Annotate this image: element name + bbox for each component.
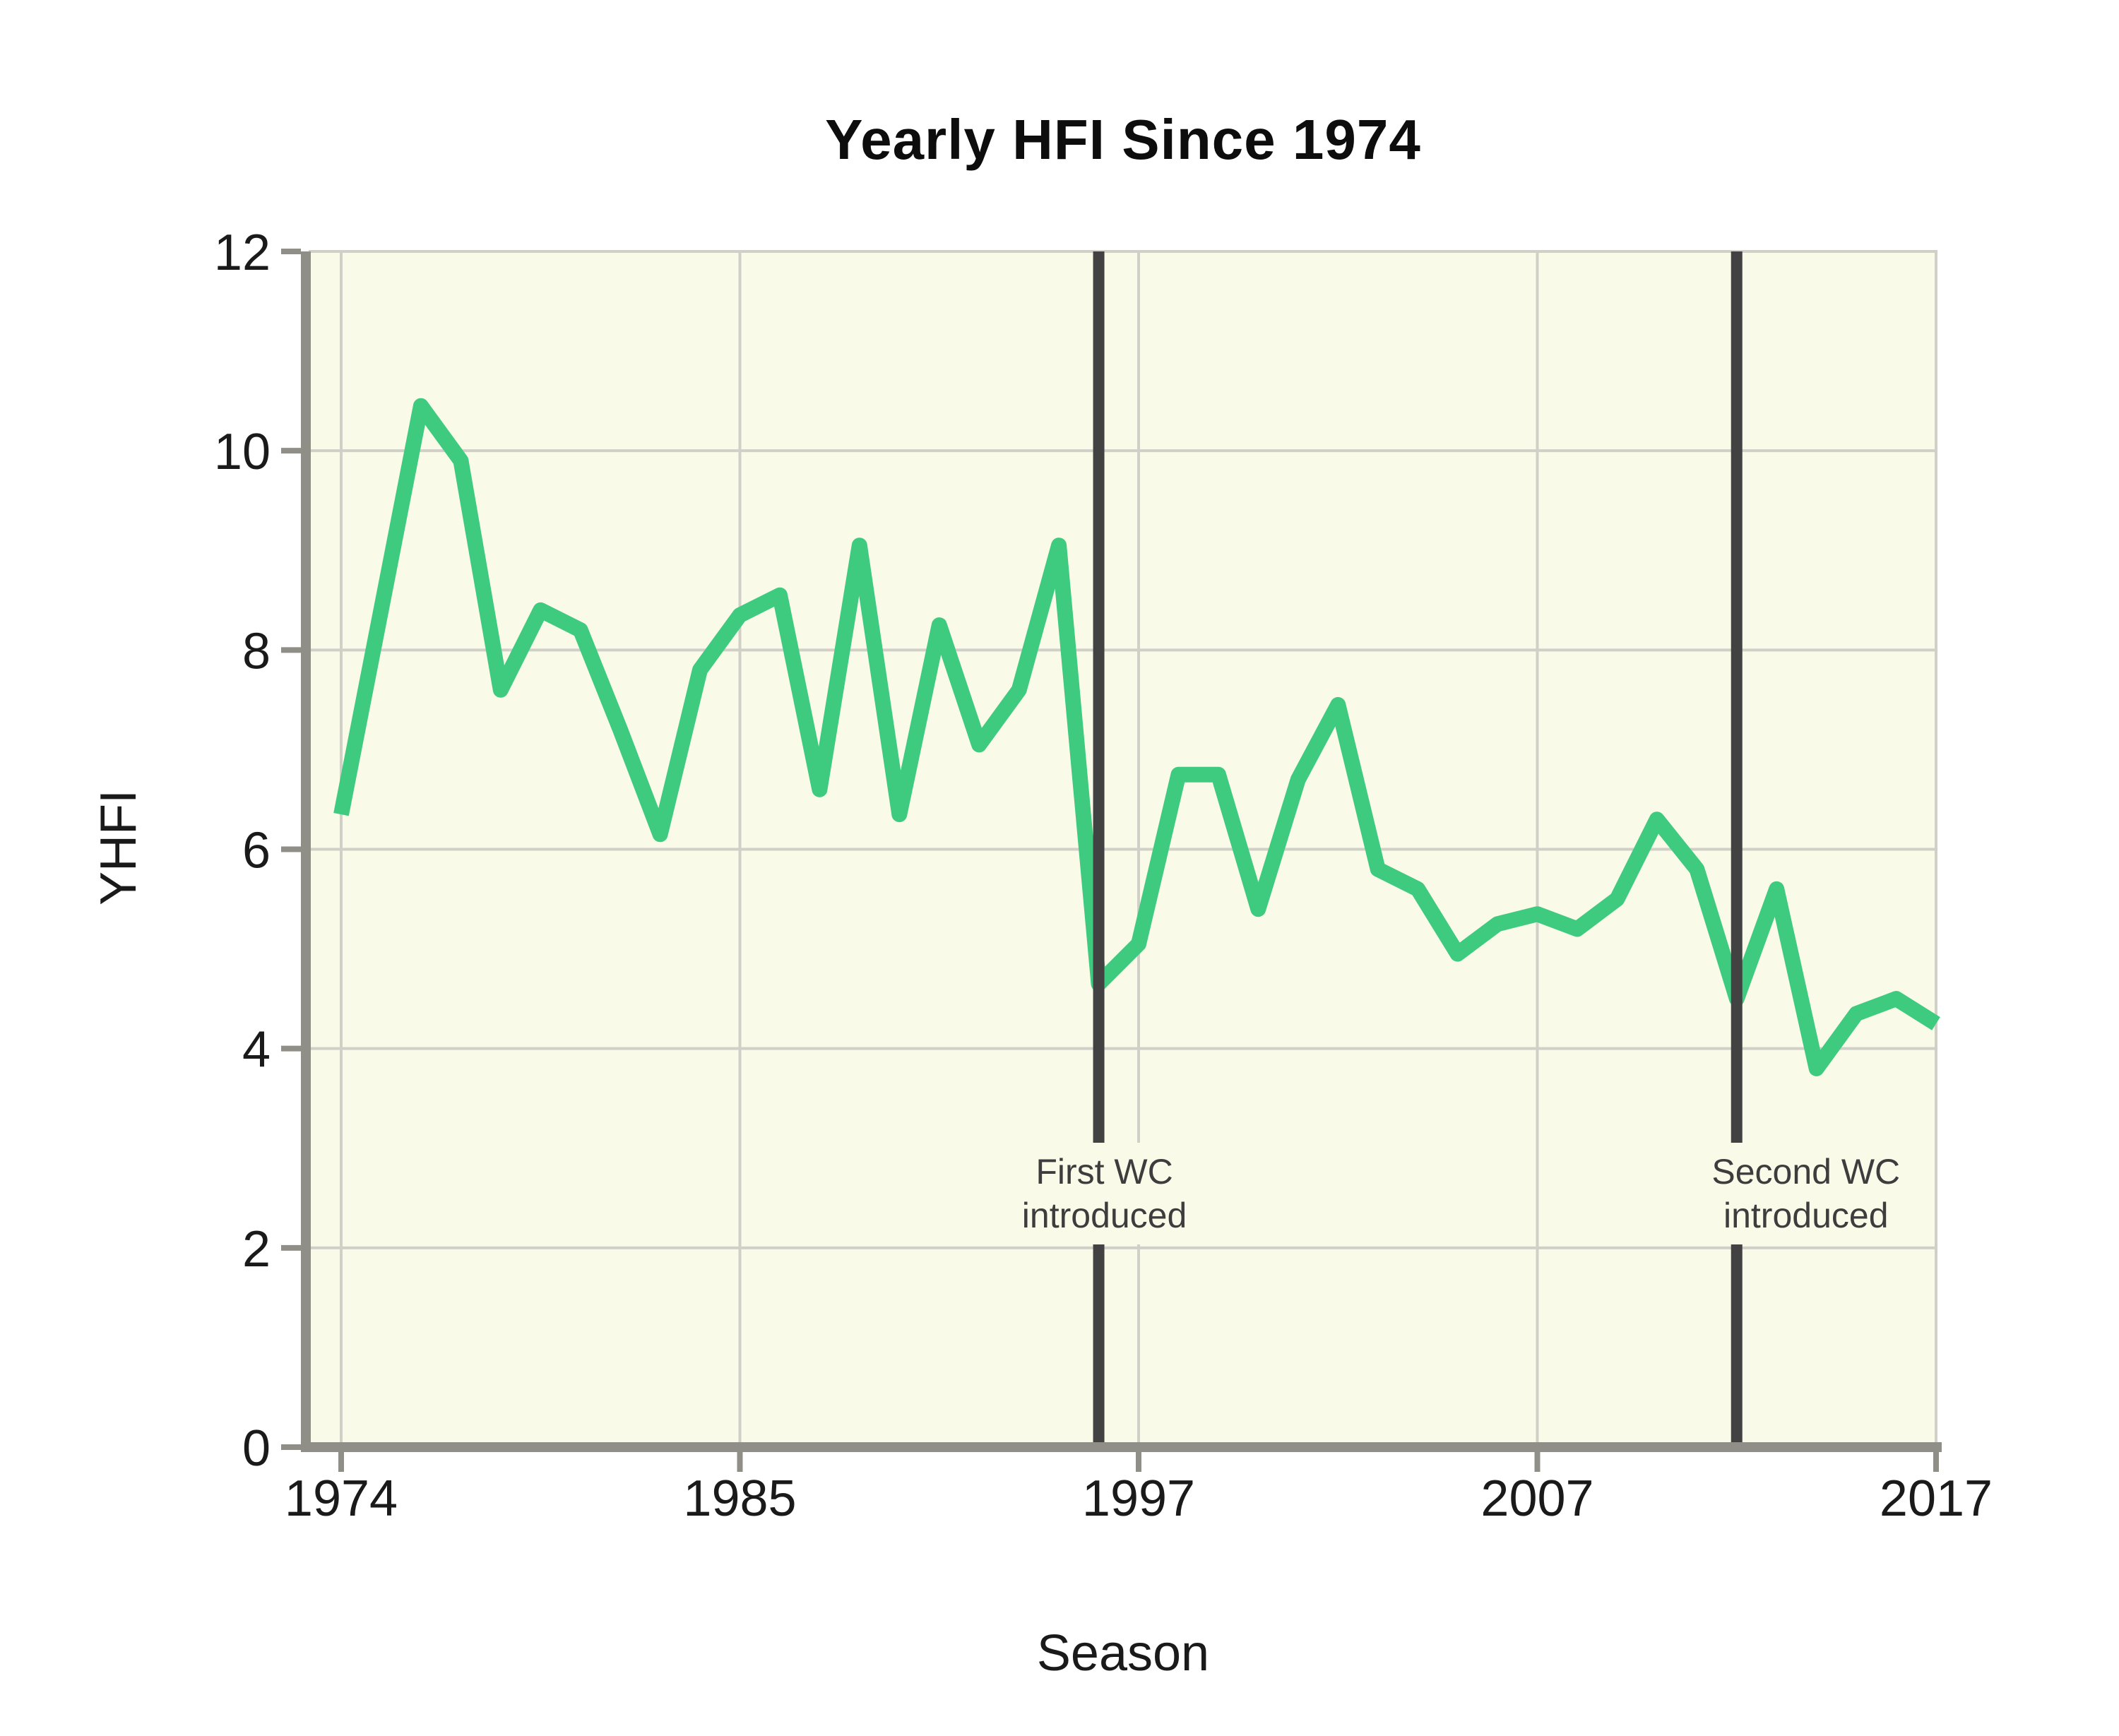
annotation-line: Second WC <box>1711 1152 1901 1191</box>
x-tick-label: 1974 <box>285 1470 398 1527</box>
y-tick-label: 0 <box>242 1420 271 1477</box>
x-tick-label: 1997 <box>1082 1470 1195 1527</box>
y-tick-label: 8 <box>242 623 271 679</box>
annotation-second-wc: Second WC introduced <box>1696 1143 1916 1244</box>
annotation-first-wc: First WC introduced <box>1006 1143 1203 1244</box>
annotation-line: First WC <box>1035 1152 1173 1191</box>
chart-title: Yearly HFI Since 1974 <box>825 108 1421 171</box>
x-tick-label: 2007 <box>1480 1470 1593 1527</box>
x-tick-label: 2017 <box>1880 1470 1993 1527</box>
y-tick-label: 2 <box>242 1221 271 1278</box>
y-tick-label: 10 <box>214 424 271 480</box>
y-axis-title: YHFI <box>90 789 147 906</box>
yhfi-line <box>333 398 1940 1076</box>
y-tick-label: 12 <box>214 225 271 281</box>
x-axis-line <box>301 1442 1942 1452</box>
y-tick-label: 4 <box>242 1022 271 1078</box>
annotation-line: introduced <box>1021 1196 1187 1235</box>
y-tick-label: 6 <box>242 823 271 879</box>
x-tick-label: 1985 <box>683 1470 796 1527</box>
y-axis-line <box>301 251 311 1452</box>
x-axis-title: Season <box>1036 1625 1210 1682</box>
annotation-line: introduced <box>1723 1196 1889 1235</box>
